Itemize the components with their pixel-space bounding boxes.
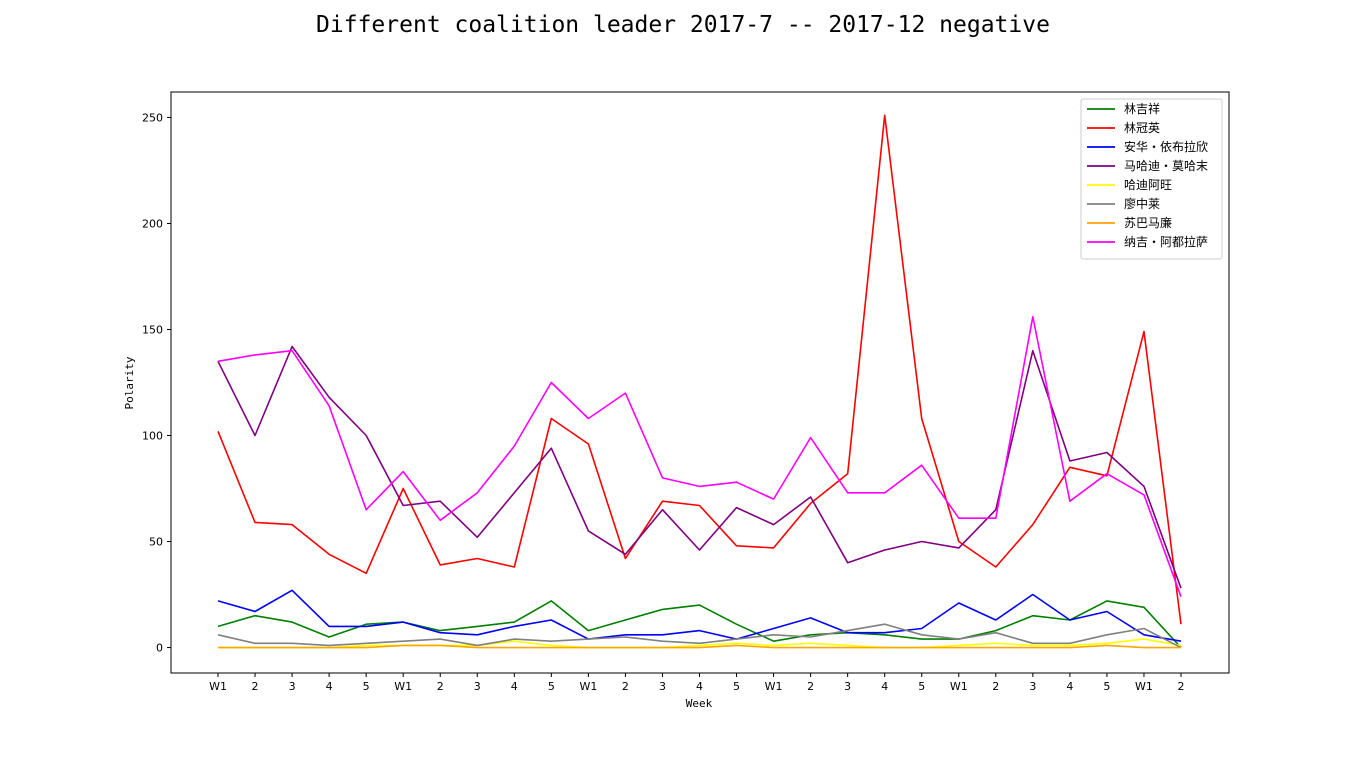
series-line-3 [217, 345, 1182, 589]
legend-entry: 林冠英 [1124, 121, 1160, 135]
x-tick-label: 3 [659, 680, 666, 693]
legend-entry: 纳吉・阿都拉萨 [1124, 234, 1208, 249]
x-tick-label: 2 [807, 680, 814, 693]
y-tick-label: 100 [142, 430, 163, 443]
x-tick-label: 4 [511, 680, 518, 693]
x-tick-label: 2 [622, 680, 629, 693]
legend-box [1080, 98, 1223, 260]
x-tick-label: 4 [1066, 680, 1073, 693]
series-line-0 [217, 600, 1182, 649]
x-tick-label: W1 [394, 680, 412, 693]
y-tick-label: 250 [142, 111, 163, 124]
series-line-5 [217, 623, 1182, 649]
y-tick-label: 50 [149, 536, 163, 549]
x-tick-label: 3 [474, 680, 481, 693]
plot-area [170, 91, 1230, 674]
x-tick-label: 4 [881, 680, 888, 693]
x-tick-label: W1 [950, 680, 968, 693]
x-tick-label: 5 [1103, 680, 1110, 693]
x-tick-label: 2 [437, 680, 444, 693]
x-tick-label: 4 [326, 680, 333, 693]
series-line-2 [217, 589, 1182, 642]
series-line-6 [218, 644, 1181, 649]
x-tick-label: 5 [363, 680, 370, 693]
y-tick-label: 200 [142, 217, 163, 230]
x-tick-label: 3 [844, 680, 851, 693]
x-tick-label: W1 [209, 680, 227, 693]
x-tick-label: 4 [696, 680, 703, 693]
series-line-7 [217, 315, 1182, 597]
y-tick-label: 150 [142, 323, 163, 336]
x-tick-label: 2 [252, 680, 259, 693]
legend-entry: 马哈迪・莫哈末 [1124, 159, 1208, 173]
chart-title: Different coalition leader 2017-7 -- 201… [316, 12, 1050, 38]
x-tick-label: 3 [289, 680, 296, 693]
x-tick-label: 2 [992, 680, 999, 693]
x-tick-label: W1 [579, 680, 597, 693]
y-axis: 0 50 100 150 200 250 [142, 111, 171, 655]
series-line-4 [218, 638, 1182, 649]
legend-entry: 哈迪阿旺 [1124, 178, 1172, 192]
series-lines [217, 114, 1182, 649]
x-tick-label: 3 [1029, 680, 1036, 693]
x-tick-label: 5 [548, 680, 555, 693]
y-axis-label: Polarity [123, 356, 136, 409]
y-tick-label: 0 [156, 642, 163, 655]
x-tick-label: 2 [1178, 680, 1185, 693]
x-tick-label: 5 [733, 680, 740, 693]
x-tick-label: W1 [765, 680, 783, 693]
x-tick-label: W1 [1135, 680, 1153, 693]
series-line-1 [217, 114, 1182, 625]
x-tick-label: 5 [918, 680, 925, 693]
legend-entry: 苏巴马廉 [1124, 215, 1172, 230]
legend-entry: 安华・依布拉欣 [1124, 139, 1208, 154]
x-axis-label: Week [686, 697, 713, 710]
legend-entry: 廖中莱 [1124, 196, 1160, 211]
x-axis: W1 2 3 4 5 W1 2 3 4 5 W1 2 3 4 5 W1 2 3 4 5 W1 2 3 4 5 W1 2 [209, 673, 1185, 693]
legend-entry: 林吉祥 [1124, 102, 1160, 116]
